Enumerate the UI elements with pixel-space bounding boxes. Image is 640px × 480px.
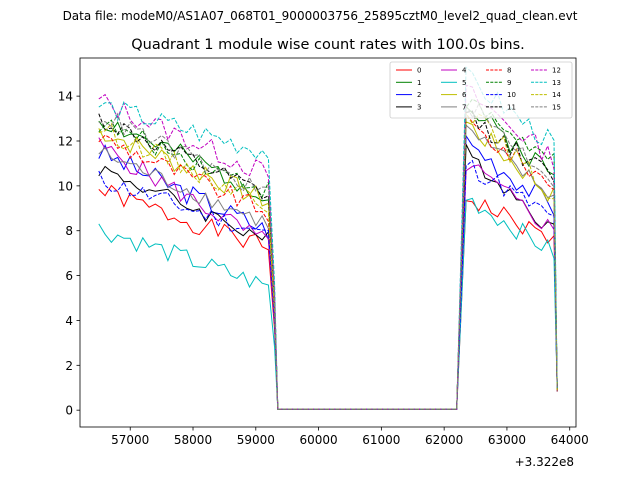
series-line-11 [98, 110, 558, 410]
legend-label-12: 12 [552, 67, 561, 75]
series-line-6 [98, 121, 558, 410]
y-tick-label: 2 [65, 359, 73, 373]
legend-label-6: 6 [462, 91, 467, 99]
legend-box [389, 61, 573, 119]
series-line-1 [98, 105, 558, 410]
y-tick-label: 14 [58, 90, 73, 104]
legend-label-2: 2 [417, 91, 421, 99]
legend-label-5: 5 [462, 79, 466, 87]
legend-label-4: 4 [462, 67, 467, 75]
x-tick-label: 61000 [362, 433, 400, 447]
y-tick-label: 10 [58, 179, 73, 193]
series-line-4 [98, 137, 558, 410]
x-tick-label: 63000 [488, 433, 526, 447]
legend-label-1: 1 [417, 79, 421, 87]
y-tick-label: 0 [65, 404, 73, 418]
x-tick-label: 59000 [237, 433, 275, 447]
legend-label-15: 15 [552, 103, 561, 111]
y-tick-label: 8 [65, 224, 73, 238]
figure-suptitle: Data file: modeM0/AS1A07_068T01_90000037… [63, 9, 578, 23]
x-tick-label: 62000 [425, 433, 463, 447]
x-tick-label: 60000 [299, 433, 337, 447]
legend-label-10: 10 [507, 91, 516, 99]
legend-label-9: 9 [507, 79, 511, 87]
series-line-0 [98, 184, 558, 410]
legend-label-3: 3 [417, 103, 421, 111]
axes-frame [79, 57, 577, 428]
y-tick-label: 4 [65, 314, 73, 328]
y-tick-label: 12 [58, 134, 73, 148]
legend-label-13: 13 [552, 79, 561, 87]
series-line-14 [98, 111, 558, 410]
series-line-2 [98, 134, 558, 410]
chart-title: Quadrant 1 module wise count rates with … [131, 37, 525, 53]
series-line-7 [98, 124, 558, 410]
x-tick-label: 58000 [174, 433, 212, 447]
x-offset-label: +3.322e8 [515, 455, 574, 469]
legend-label-0: 0 [417, 67, 421, 75]
series-line-5 [98, 197, 558, 410]
series-line-3 [98, 144, 558, 410]
legend-label-7: 7 [462, 103, 466, 111]
legend-label-11: 11 [507, 103, 516, 111]
series-line-9 [98, 98, 558, 410]
y-tick-label: 6 [65, 269, 73, 283]
series-line-10 [98, 159, 558, 410]
plot-area: 57000 58000 59000 60000 61000 62000 63000 64000… [58, 57, 589, 447]
x-tick-label: 57000 [111, 433, 149, 447]
legend-label-8: 8 [507, 67, 511, 75]
x-tick-label: 64000 [551, 433, 589, 447]
series-line-15 [98, 102, 558, 410]
legend-label-14: 14 [552, 91, 561, 99]
series-line-12 [98, 84, 558, 410]
